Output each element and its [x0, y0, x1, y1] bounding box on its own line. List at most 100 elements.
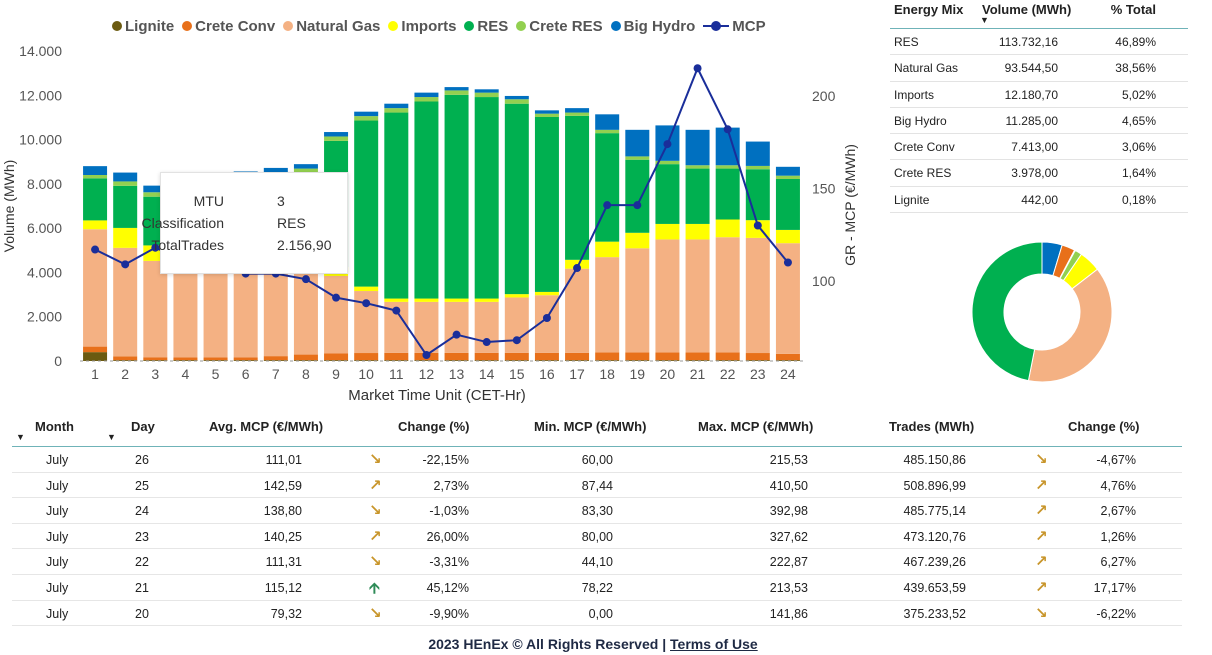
bar-segment-lignite[interactable] — [324, 360, 349, 361]
legend-item-natural-gas[interactable]: Natural Gas — [283, 18, 380, 35]
mcp-point[interactable] — [91, 245, 100, 254]
bar-segment-crete-conv[interactable] — [143, 357, 168, 361]
bar-segment-big-hydro[interactable] — [474, 89, 499, 93]
bar-segment-imports[interactable] — [384, 298, 409, 302]
bar-segment-big-hydro[interactable] — [685, 129, 710, 166]
sort-desc-icon[interactable]: ▼ — [980, 15, 989, 25]
mcp-point[interactable] — [452, 330, 461, 339]
bar-segment-lignite[interactable] — [685, 360, 710, 361]
bar-segment-res[interactable] — [595, 133, 620, 242]
bar-segment-crete-res[interactable] — [444, 90, 469, 95]
bar-segment-imports[interactable] — [113, 227, 138, 248]
legend-item-mcp[interactable]: MCP — [703, 18, 766, 35]
mcp-point[interactable] — [301, 275, 310, 284]
bar-segment-lignite[interactable] — [354, 360, 379, 361]
bar-segment-crete-conv[interactable] — [565, 352, 590, 361]
donut-slice-natural-gas[interactable] — [1027, 268, 1113, 383]
bar-segment-crete-res[interactable] — [83, 175, 108, 179]
bar-segment-crete-res[interactable] — [504, 99, 529, 104]
mcp-point[interactable] — [693, 64, 702, 73]
bar-segment-res[interactable] — [655, 164, 680, 224]
bar-segment-imports[interactable] — [534, 291, 559, 296]
header-trades[interactable]: Trades (MWh) — [889, 419, 975, 434]
bar-segment-imports[interactable] — [444, 298, 469, 302]
table-row[interactable]: July 20 79,32 ↘ -9,90% 0,00 141,86 375.233,52 ↘ -… — [12, 601, 1182, 627]
bar-segment-lignite[interactable] — [655, 360, 680, 361]
header-change-trades[interactable]: Change (%) — [1068, 419, 1140, 434]
mcp-point[interactable] — [753, 221, 762, 230]
bar-segment-big-hydro[interactable] — [384, 103, 409, 109]
bar-segment-crete-conv[interactable] — [263, 356, 288, 361]
bar-segment-res[interactable] — [113, 185, 138, 228]
bar-segment-big-hydro[interactable] — [595, 114, 620, 130]
energy-mix-row[interactable]: Lignite 442,00 0,18% — [890, 187, 1188, 214]
bar-segment-natural-gas[interactable] — [173, 271, 198, 358]
bar-segment-big-hydro[interactable] — [745, 141, 770, 166]
bar-segment-res[interactable] — [354, 120, 379, 287]
sort-desc-icon[interactable]: ▼ — [107, 432, 116, 442]
legend-item-crete-res[interactable]: Crete RES — [516, 18, 603, 35]
bar-segment-res[interactable] — [534, 116, 559, 292]
bar-segment-crete-conv[interactable] — [384, 352, 409, 361]
bar-segment-imports[interactable] — [775, 229, 800, 244]
table-row[interactable]: July 25 142,59 ↗ 2,73% 87,44 410,50 508.896,99 ↗… — [12, 473, 1182, 499]
mcp-point[interactable] — [121, 260, 130, 269]
energy-mix-row[interactable]: RES 113.732,16 46,89% — [890, 29, 1188, 56]
bar-segment-crete-res[interactable] — [565, 112, 590, 116]
bar-segment-natural-gas[interactable] — [233, 271, 258, 358]
header-pct-total[interactable]: % Total — [1110, 2, 1156, 17]
bar-segment-res[interactable] — [625, 159, 650, 233]
bar-segment-imports[interactable] — [655, 223, 680, 240]
bar-segment-natural-gas[interactable] — [414, 301, 439, 353]
bar-segment-lignite[interactable] — [173, 360, 198, 361]
bar-segment-crete-res[interactable] — [715, 165, 740, 169]
mcp-point[interactable] — [573, 264, 582, 273]
table-row[interactable]: July 21 115,12 🡩 45,12% 78,22 213,53 439.653,59… — [12, 575, 1182, 601]
legend-item-big-hydro[interactable]: Big Hydro — [610, 18, 695, 35]
bar-segment-crete-conv[interactable] — [504, 352, 529, 361]
bar-segment-natural-gas[interactable] — [595, 257, 620, 353]
bar-segment-natural-gas[interactable] — [625, 248, 650, 353]
header-volume[interactable]: Volume (MWh) — [982, 2, 1071, 17]
mcp-point[interactable] — [332, 293, 341, 302]
bar-segment-res[interactable] — [745, 169, 770, 221]
bar-segment-natural-gas[interactable] — [745, 237, 770, 354]
bar-segment-crete-res[interactable] — [655, 160, 680, 165]
bar-segment-big-hydro[interactable] — [504, 95, 529, 100]
bar-segment-crete-conv[interactable] — [113, 356, 138, 361]
mcp-point[interactable] — [151, 243, 160, 252]
bar-segment-crete-conv[interactable] — [173, 357, 198, 361]
bar-segment-lignite[interactable] — [293, 360, 318, 361]
header-avg-mcp[interactable]: Avg. MCP (€/MWh) — [209, 419, 324, 434]
bar-segment-crete-res[interactable] — [354, 116, 379, 121]
bar-segment-crete-res[interactable] — [474, 92, 499, 98]
bar-segment-res[interactable] — [83, 178, 108, 221]
legend-item-res[interactable]: RES — [464, 18, 508, 35]
bar-segment-crete-conv[interactable] — [444, 352, 469, 361]
energy-mix-row[interactable]: Big Hydro 11.285,00 4,65% — [890, 108, 1188, 135]
terms-of-use-link[interactable]: Terms of Use — [670, 636, 758, 652]
mcp-point[interactable] — [512, 336, 521, 345]
bar-segment-crete-res[interactable] — [143, 192, 168, 197]
bar-segment-imports[interactable] — [595, 241, 620, 258]
bar-segment-lignite[interactable] — [504, 360, 529, 361]
bar-segment-big-hydro[interactable] — [324, 132, 349, 137]
bar-segment-crete-conv[interactable] — [625, 352, 650, 361]
bar-segment-imports[interactable] — [504, 294, 529, 298]
energy-mix-row[interactable]: Imports 12.180,70 5,02% — [890, 82, 1188, 108]
bar-segment-res[interactable] — [715, 168, 740, 220]
legend-item-lignite[interactable]: Lignite — [112, 18, 174, 35]
bar-segment-imports[interactable] — [354, 286, 379, 292]
bar-segment-crete-res[interactable] — [745, 165, 770, 170]
bar-segment-natural-gas[interactable] — [504, 297, 529, 353]
bar-segment-imports[interactable] — [474, 298, 499, 302]
bar-segment-big-hydro[interactable] — [113, 172, 138, 182]
bar-segment-crete-res[interactable] — [113, 181, 138, 186]
header-max-mcp[interactable]: Max. MCP (€/MWh) — [698, 419, 814, 434]
bar-segment-crete-conv[interactable] — [354, 353, 379, 361]
bar-segment-crete-res[interactable] — [324, 136, 349, 141]
table-row[interactable]: July 24 138,80 ↘ -1,03% 83,30 392,98 485.775,14… — [12, 498, 1182, 524]
bar-segment-crete-conv[interactable] — [715, 352, 740, 361]
bar-segment-res[interactable] — [414, 101, 439, 299]
bar-segment-lignite[interactable] — [625, 360, 650, 361]
